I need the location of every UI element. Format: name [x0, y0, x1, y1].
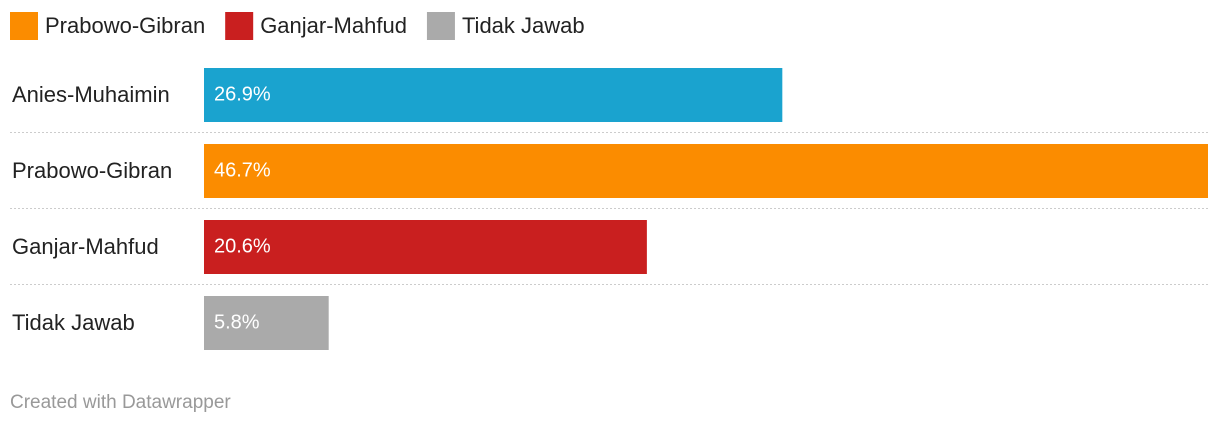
legend-swatch [10, 12, 38, 40]
bar [204, 220, 647, 274]
legend-swatch [426, 12, 455, 40]
legend-label: Prabowo-Gibran [45, 13, 205, 38]
legend-label: Tidak Jawab [462, 13, 585, 38]
category-label: Anies-Muhaimin [12, 82, 170, 107]
value-label: 46.7% [214, 159, 271, 181]
category-label: Tidak Jawab [12, 310, 135, 335]
bar [204, 144, 1208, 198]
bar [204, 68, 783, 122]
legend: Prabowo-Gibran Ganjar-Mahfud Tidak Jawab [10, 12, 585, 40]
legend-label: Ganjar-Mahfud [260, 13, 407, 38]
legend-swatch [225, 12, 254, 40]
bar [204, 296, 329, 350]
value-label: 5.8% [214, 311, 260, 333]
category-label: Prabowo-Gibran [12, 158, 172, 183]
value-label: 26.9% [214, 83, 271, 105]
category-label: Ganjar-Mahfud [12, 234, 159, 259]
value-label: 20.6% [214, 235, 271, 257]
credit: Created with Datawrapper [10, 392, 231, 413]
bars: Anies-Muhaimin 26.9% Prabowo-Gibran 46.7% Ga… [10, 68, 1208, 350]
